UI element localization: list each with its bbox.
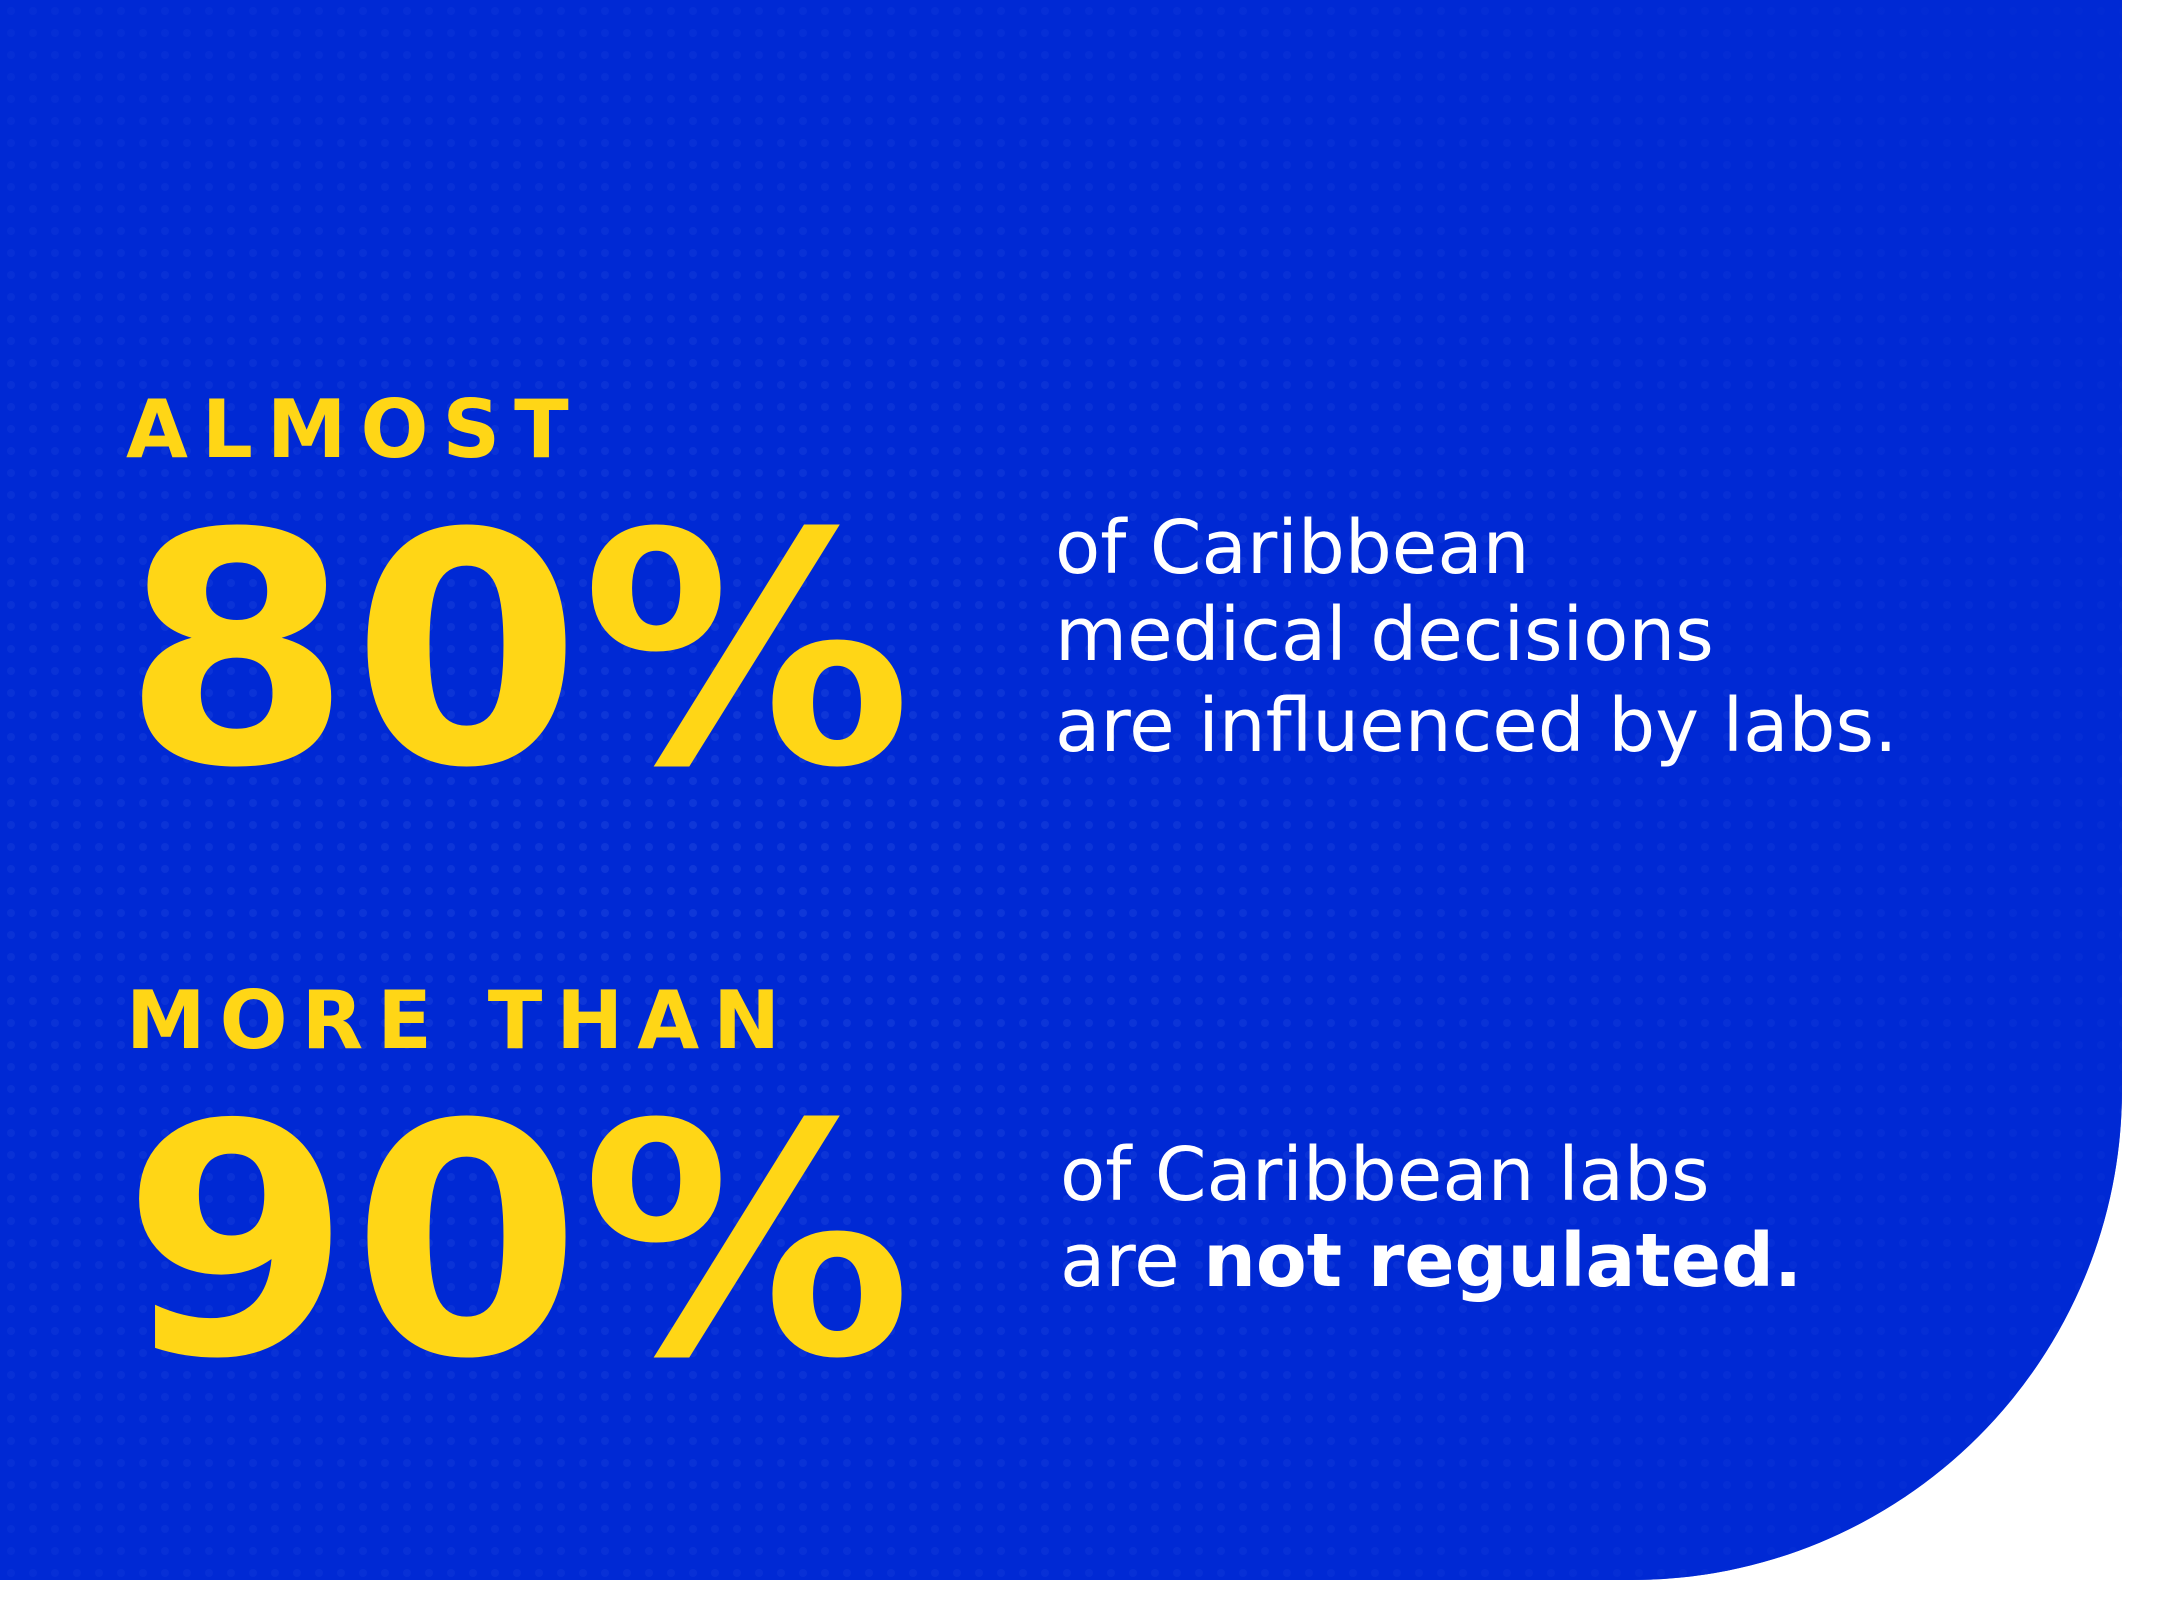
- description-line: of Caribbean: [1055, 505, 1530, 591]
- figure: 90%: [122, 1057, 912, 1429]
- description-line: medical decisions: [1055, 592, 1714, 678]
- qualifier: ALMOST: [126, 383, 583, 476]
- description-line: are not regulated.: [1060, 1218, 1802, 1304]
- texture-fade: [0, 0, 2122, 1580]
- description-bold: not regulated.: [1203, 1218, 1802, 1304]
- description-line: of Caribbean labs: [1060, 1132, 1710, 1218]
- description-line: are influenced by labs.: [1055, 683, 1898, 769]
- qualifier: MORE THAN: [126, 974, 794, 1067]
- description-plain: are: [1060, 1218, 1203, 1304]
- figure: 80%: [122, 466, 912, 838]
